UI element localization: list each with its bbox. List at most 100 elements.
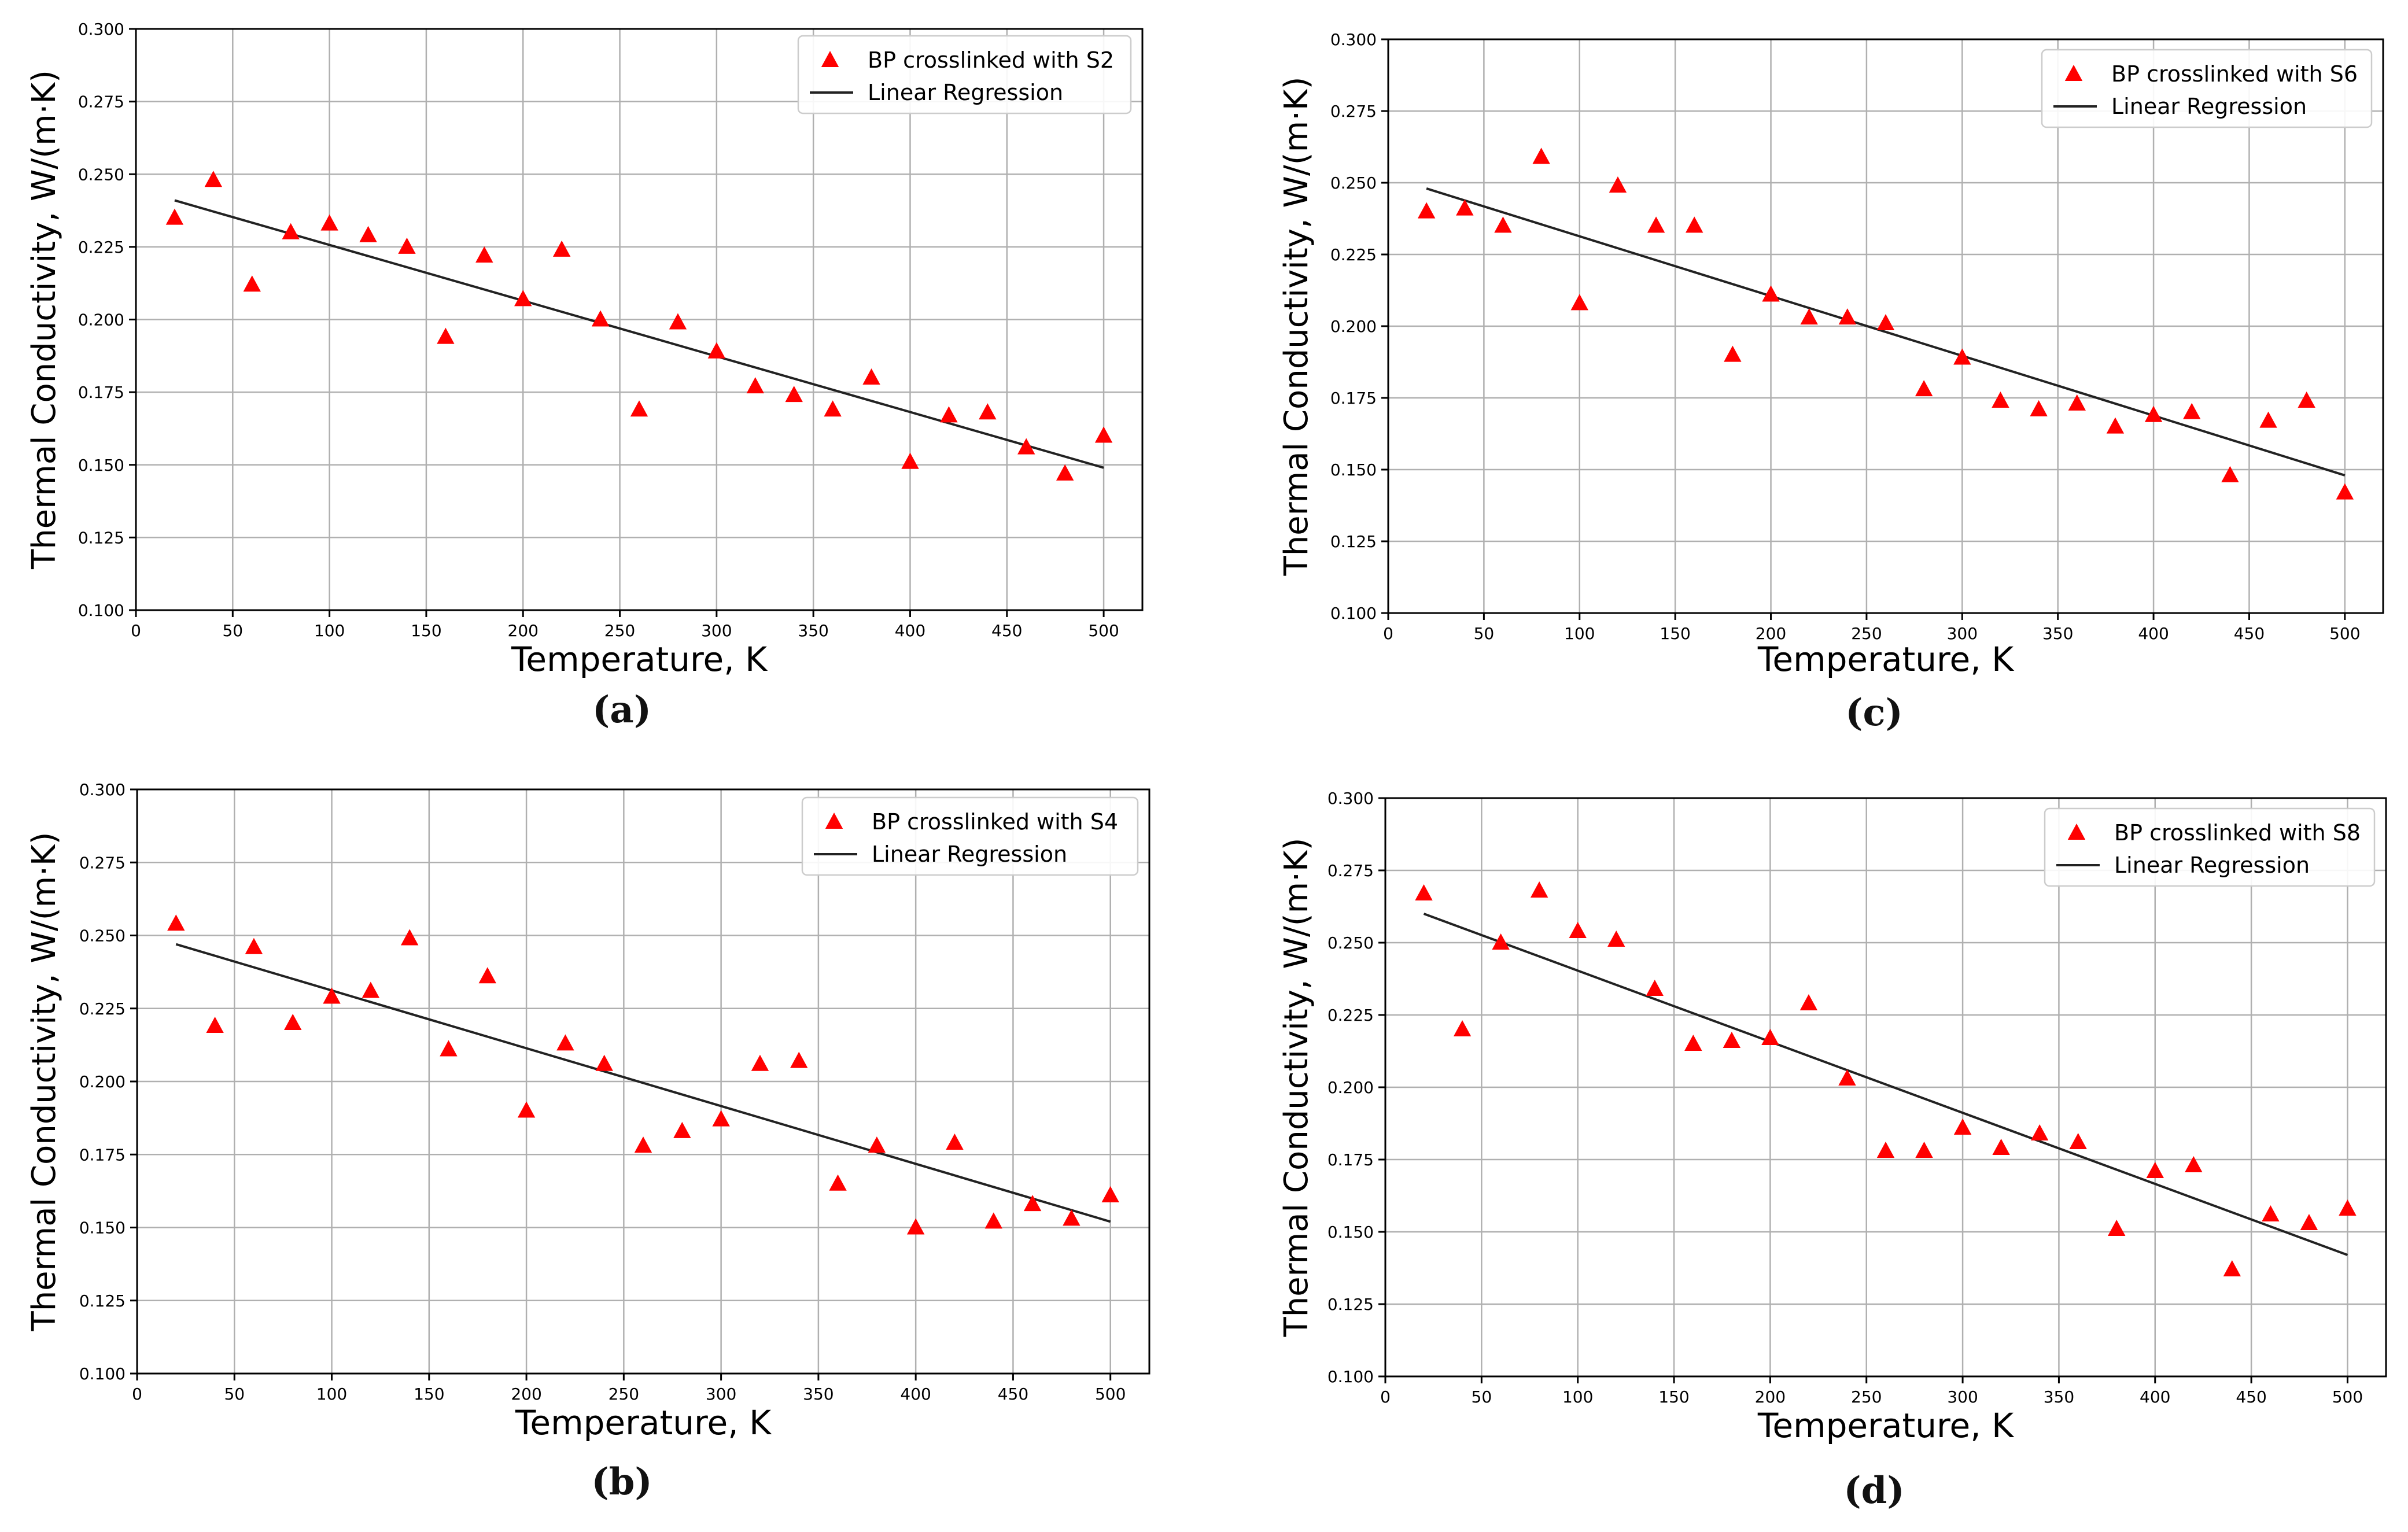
y-tick-label: 0.100: [1330, 604, 1377, 623]
data-point: [1063, 1209, 1081, 1226]
data-point: [2106, 417, 2125, 434]
data-point: [669, 313, 687, 330]
caption-d: (d): [1843, 1469, 1905, 1512]
data-point: [245, 937, 263, 954]
legend-box: [2044, 807, 2376, 887]
legend-label-scatter: BP crosslinked with S4: [872, 809, 1118, 835]
y-tick-label: 0.275: [78, 93, 124, 112]
y-tick-label: 0.200: [78, 311, 124, 330]
data-point: [1876, 1142, 1895, 1158]
x-tick-label: 350: [2042, 624, 2073, 643]
y-tick-label: 0.225: [1330, 245, 1377, 264]
y-tick-label: 0.125: [1327, 1295, 1374, 1314]
data-point: [1570, 294, 1588, 311]
data-point: [979, 403, 997, 420]
data-point: [1023, 1195, 1042, 1212]
y-tick-label: 0.200: [1330, 317, 1377, 336]
chart-panel-a: 0 50 100 150 200 250 300 350 400 450 500 0.100 0.125…: [25, 20, 1144, 679]
y-tick-label: 0.175: [78, 383, 124, 402]
y-tick-label: 0.275: [1330, 102, 1377, 121]
data-point: [2339, 1199, 2357, 1216]
legend-box: [801, 796, 1139, 876]
data-point: [1762, 285, 1780, 302]
data-point: [1017, 438, 1035, 455]
data-point: [2108, 1220, 2126, 1236]
legend-label-line: Linear Regression: [868, 80, 1063, 105]
y-tick-label: 0.150: [1330, 460, 1377, 479]
x-tick-label: 250: [1851, 1387, 1882, 1407]
data-point: [514, 290, 532, 307]
data-point: [398, 237, 416, 254]
x-tick-label: 500: [1095, 1385, 1126, 1404]
y-tick-label: 0.225: [78, 238, 124, 257]
data-point: [785, 386, 803, 403]
data-point: [1056, 464, 1074, 481]
data-point: [790, 1051, 808, 1068]
y-tick-label: 0.200: [1327, 1078, 1374, 1097]
x-tick-label: 100: [1562, 1387, 1593, 1407]
data-point: [1723, 1032, 1741, 1048]
data-point: [2223, 1260, 2241, 1276]
data-point: [167, 914, 185, 931]
data-point: [284, 1014, 302, 1030]
data-point: [400, 929, 419, 946]
data-point: [437, 327, 455, 344]
x-tick-label: 150: [1660, 624, 1690, 643]
x-tick-label: 500: [2329, 624, 2360, 643]
data-point: [1094, 426, 1113, 443]
data-point: [204, 171, 223, 187]
x-tick-label: 150: [411, 621, 441, 640]
caption-a: (a): [592, 688, 652, 732]
y-tick-label: 0.275: [1327, 861, 1374, 880]
legend-label-line: Linear Regression: [872, 841, 1067, 867]
y-tick-label: 0.300: [1327, 789, 1374, 808]
legend-label-line: Linear Regression: [2114, 852, 2310, 878]
data-point: [556, 1034, 574, 1051]
y-tick-label: 0.150: [1327, 1223, 1374, 1242]
data-point: [1417, 202, 1436, 219]
x-tick-label: 50: [222, 621, 243, 640]
data-point: [1530, 881, 1548, 898]
data-point: [517, 1101, 536, 1118]
data-point: [362, 981, 380, 998]
data-point: [1953, 348, 1971, 365]
data-point: [1799, 994, 1818, 1010]
legend-label-scatter: BP crosslinked with S8: [2114, 820, 2361, 846]
x-tick-label: 150: [414, 1385, 444, 1404]
data-point: [984, 1212, 1002, 1229]
data-point: [1101, 1186, 1119, 1202]
data-point: [707, 342, 726, 359]
data-point: [829, 1174, 847, 1191]
x-tick-label: 300: [1947, 624, 1978, 643]
x-axis-label: Temperature, K: [1757, 1406, 2015, 1445]
x-tick-label: 400: [900, 1385, 931, 1404]
y-tick-label: 0.100: [79, 1364, 126, 1383]
data-point: [862, 368, 880, 385]
x-axis-label: Temperature, K: [511, 640, 768, 679]
data-point: [901, 452, 919, 469]
data-point: [1647, 216, 1665, 233]
data-point: [1838, 308, 1857, 325]
data-point: [2259, 411, 2277, 428]
x-tick-label: 150: [1658, 1387, 1689, 1407]
data-point: [1992, 391, 2009, 408]
data-point: [946, 1134, 964, 1150]
x-tick-label: 250: [609, 1385, 639, 1404]
x-tick-label: 450: [2234, 624, 2265, 643]
legend-box: [797, 35, 1132, 115]
data-point: [591, 310, 610, 327]
legend-marker-scatter: [2064, 65, 2083, 81]
x-tick-label: 350: [803, 1385, 834, 1404]
caption-c: (c): [1845, 691, 1903, 734]
legend-marker-scatter: [825, 813, 843, 829]
chart-panel-c: 0 50 100 150 200 250 300 350 400 450 500 0.100 0.125…: [1278, 30, 2384, 679]
data-point: [1838, 1069, 1856, 1086]
x-tick-label: 300: [706, 1385, 736, 1404]
x-tick-label: 100: [316, 1385, 347, 1404]
x-tick-label: 200: [1756, 624, 1786, 643]
legend-marker-scatter: [821, 51, 839, 67]
data-point: [2030, 1124, 2049, 1140]
x-tick-label: 200: [511, 1385, 541, 1404]
x-tick-label: 400: [895, 621, 925, 640]
y-tick-label: 0.125: [1330, 532, 1377, 551]
